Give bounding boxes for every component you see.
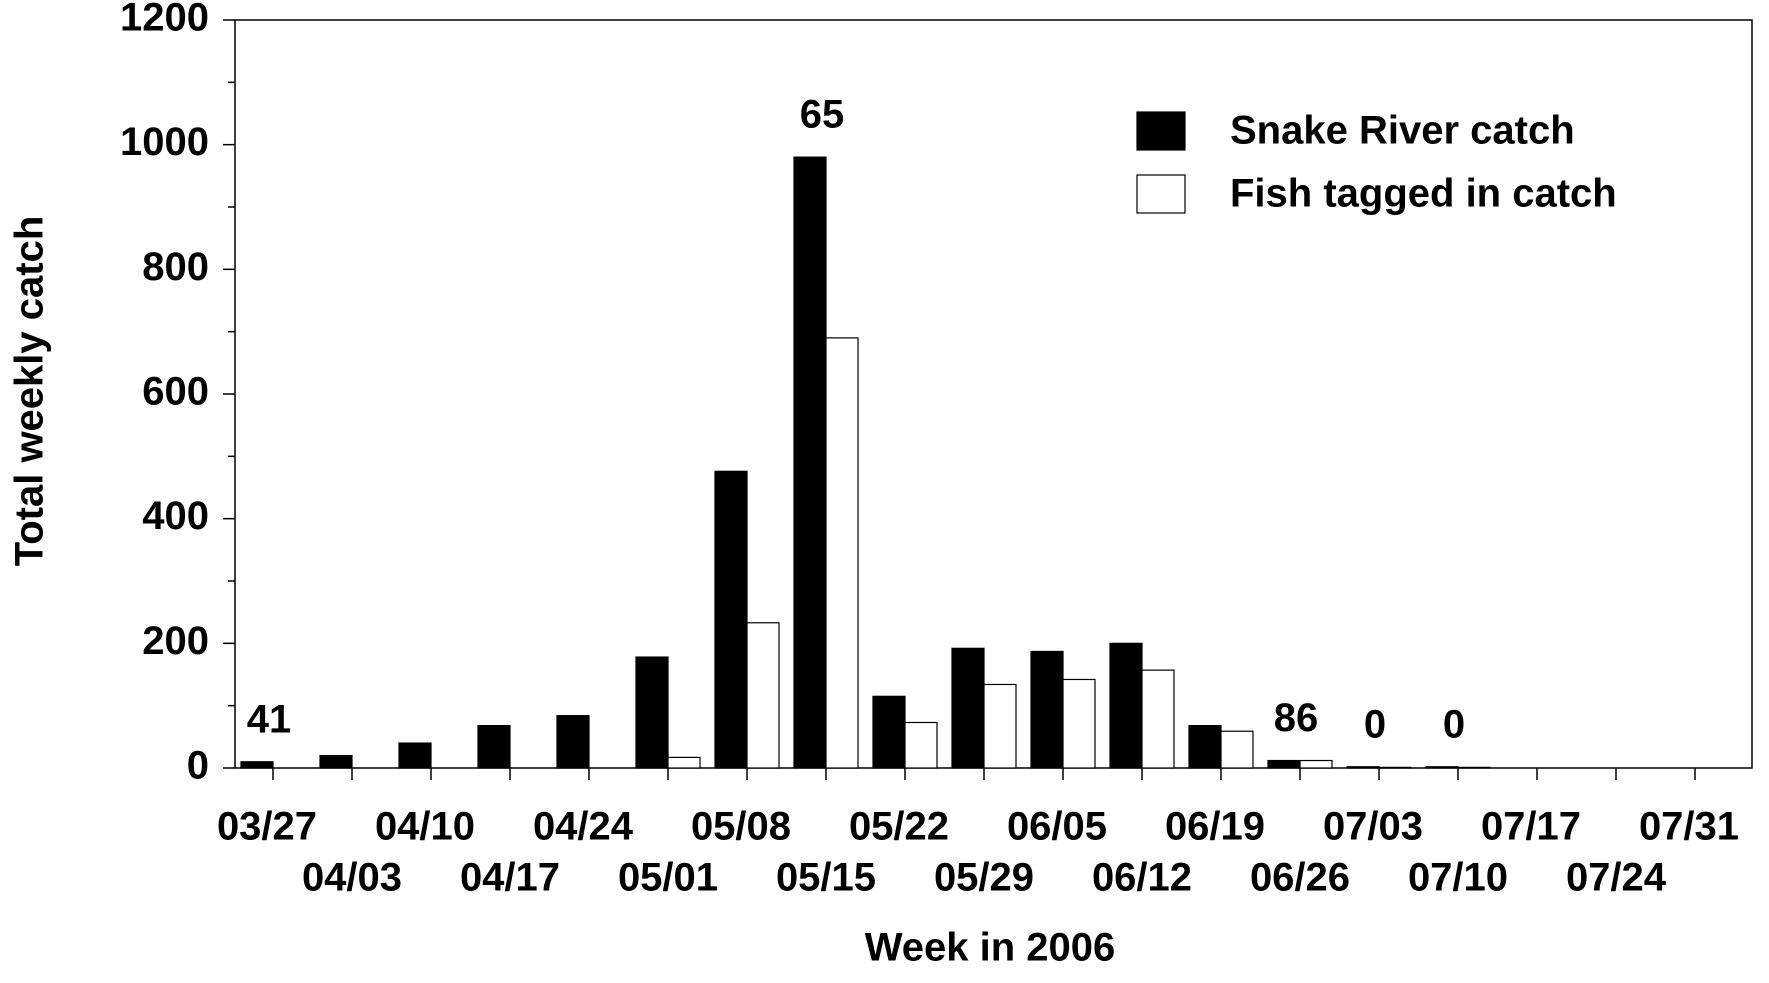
bar <box>1188 725 1222 769</box>
bar <box>872 695 906 769</box>
annotation: 65 <box>800 93 845 137</box>
x-tick-label: 07/17 <box>1481 805 1581 849</box>
bar <box>1267 759 1301 769</box>
legend-swatch <box>1136 174 1186 214</box>
x-tick-label: 04/24 <box>533 805 634 849</box>
x-tick-label: 07/03 <box>1323 805 1423 849</box>
x-tick-label: 06/05 <box>1007 805 1107 849</box>
x-tick-label: 06/12 <box>1092 856 1192 900</box>
x-tick-label: 05/29 <box>934 856 1034 900</box>
bar <box>1220 730 1254 769</box>
bar <box>825 337 859 769</box>
bar <box>793 156 827 769</box>
x-tick-label: 06/26 <box>1250 856 1350 900</box>
bar <box>746 622 780 769</box>
bar <box>904 721 938 769</box>
x-tick-label: 04/03 <box>302 856 402 900</box>
bar <box>635 656 669 769</box>
y-tick-label: 400 <box>142 494 209 538</box>
bar <box>1299 759 1333 769</box>
bar <box>1030 650 1064 769</box>
annotation: 41 <box>247 697 292 741</box>
x-tick-label: 04/17 <box>460 856 560 900</box>
x-tick-label: 05/08 <box>691 805 791 849</box>
bar <box>1457 766 1491 769</box>
bar <box>1378 766 1412 769</box>
y-axis-label: Total weekly catch <box>8 216 52 567</box>
y-tick-label: 1200 <box>120 0 209 40</box>
x-tick-label: 07/31 <box>1639 805 1739 849</box>
y-tick-label: 800 <box>142 245 209 289</box>
bar <box>951 647 985 769</box>
annotation: 86 <box>1274 696 1319 740</box>
bar <box>714 470 748 769</box>
x-tick-label: 05/01 <box>618 856 718 900</box>
x-tick-label: 05/22 <box>849 805 949 849</box>
y-tick-label: 600 <box>142 370 209 414</box>
legend-swatch <box>1136 111 1186 151</box>
x-tick-label: 03/27 <box>217 805 317 849</box>
y-tick-label: 0 <box>187 744 209 788</box>
bar <box>1425 766 1459 769</box>
annotation: 0 <box>1364 702 1386 746</box>
bar <box>1346 766 1380 769</box>
bar <box>556 715 590 769</box>
bar <box>477 725 511 769</box>
x-tick-label: 06/19 <box>1165 805 1265 849</box>
annotation: 0 <box>1443 702 1465 746</box>
x-tick-label: 05/15 <box>776 856 876 900</box>
bar <box>319 754 353 769</box>
y-tick-label: 1000 <box>120 120 209 164</box>
bar <box>983 683 1017 769</box>
x-tick-label: 07/10 <box>1408 856 1508 900</box>
legend-label: Snake River catch <box>1230 109 1575 153</box>
x-tick-label: 04/10 <box>375 805 475 849</box>
bar <box>240 761 274 769</box>
bar <box>1062 678 1096 769</box>
x-axis-label: Week in 2006 <box>865 926 1116 970</box>
x-tick-label: 07/24 <box>1566 856 1667 900</box>
bar <box>398 742 432 769</box>
y-tick-label: 200 <box>142 619 209 663</box>
bar <box>667 756 701 769</box>
bar <box>1109 642 1143 769</box>
bar <box>1141 669 1175 769</box>
legend-label: Fish tagged in catch <box>1230 172 1617 216</box>
